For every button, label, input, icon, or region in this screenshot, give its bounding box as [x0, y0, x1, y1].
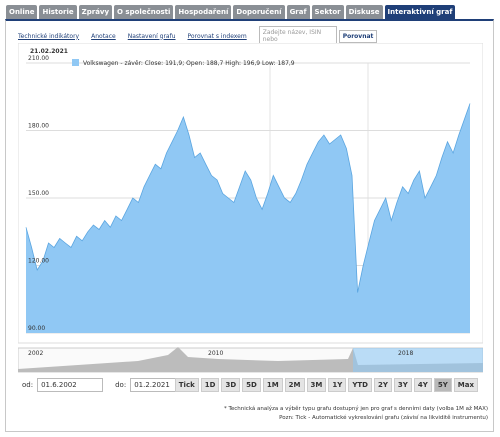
navigator-window	[353, 348, 483, 372]
tab[interactable]: Doporučení	[233, 5, 285, 19]
range-button[interactable]: 1M	[262, 378, 283, 392]
from-input[interactable]: 01.6.2002	[37, 378, 104, 392]
range-button[interactable]: 1D	[200, 378, 220, 392]
range-button[interactable]: 5D	[242, 378, 261, 392]
range-button[interactable]: 3D	[221, 378, 241, 392]
toolbar-link[interactable]: Porovnat s indexem	[187, 32, 247, 40]
y-tick-label: 120.00	[28, 258, 49, 265]
legend-swatch	[72, 59, 79, 66]
panel	[5, 19, 494, 432]
from-label: od:	[22, 381, 34, 389]
tab[interactable]: Online	[6, 5, 38, 19]
tab[interactable]: Interaktivní graf	[384, 5, 456, 19]
tab[interactable]: Diskuse	[345, 5, 383, 19]
toolbar-link[interactable]: Technické indikátory	[18, 32, 80, 40]
y-tick-label: 210.00	[28, 55, 49, 62]
chart: 21.02.2021 90.00 120.00 150.00 180.00 210.00…	[18, 43, 483, 373]
tab[interactable]: Zprávy	[78, 5, 113, 19]
range-button[interactable]: YTD	[348, 378, 372, 392]
y-tick-label: 90.00	[28, 325, 45, 332]
range-button[interactable]: 2Y	[373, 378, 392, 392]
navigator-label: 2002	[28, 350, 43, 357]
navigator-label: 2010	[208, 350, 223, 357]
chart-date: 21.02.2021	[30, 48, 68, 55]
area-line	[25, 103, 471, 293]
y-tick-label: 150.00	[28, 190, 49, 197]
compare-button[interactable]: Porovnat	[338, 29, 378, 43]
area-fill	[26, 103, 470, 333]
toolbar-link[interactable]: Anotace	[91, 32, 116, 40]
range-button[interactable]: 3M	[306, 378, 327, 392]
notes: * Technická analýza a výběr typu grafu d…	[224, 405, 488, 423]
tab[interactable]: Graf	[286, 5, 310, 19]
date-range: od: 01.6.2002 do: 01.2.2021	[22, 378, 204, 392]
range-button[interactable]: 3Y	[393, 378, 412, 392]
toolbar-link[interactable]: Nastavení grafu	[127, 32, 176, 40]
tab-bar: Online Historie Zprávy O společnosti Hospoda…	[6, 5, 456, 19]
note: * Technická analýza a výběr typu grafu d…	[223, 406, 488, 412]
tab[interactable]: Sektor	[311, 5, 344, 19]
range-button[interactable]: 5Y	[433, 378, 452, 392]
toolbar: Technické indikátory Anotace Nastavení gra…	[18, 26, 378, 46]
y-tick-label: 180.00	[28, 123, 49, 130]
range-button[interactable]: Max	[453, 378, 478, 392]
tab[interactable]: Historie	[39, 5, 77, 19]
range-button[interactable]: Tick	[174, 378, 199, 392]
navigator-label: 2018	[398, 350, 413, 357]
range-button[interactable]: 1Y	[328, 378, 347, 392]
range-button[interactable]: 4Y	[413, 378, 432, 392]
range-buttons: Tick 1D 3D 5D 1M 2M 3M 1Y YTD 2Y 3Y 4Y 5Y Max	[174, 378, 478, 392]
tab[interactable]: Hospodaření	[175, 5, 232, 19]
range-button[interactable]: 2M	[284, 378, 305, 392]
to-label: do:	[115, 381, 127, 389]
tab[interactable]: O společnosti	[114, 5, 174, 19]
note: Pozn: Tick - Automatické vykreslování gr…	[279, 415, 488, 421]
legend-label: Volkswagen - závěr: Close: 191,9; Open: …	[83, 60, 295, 67]
